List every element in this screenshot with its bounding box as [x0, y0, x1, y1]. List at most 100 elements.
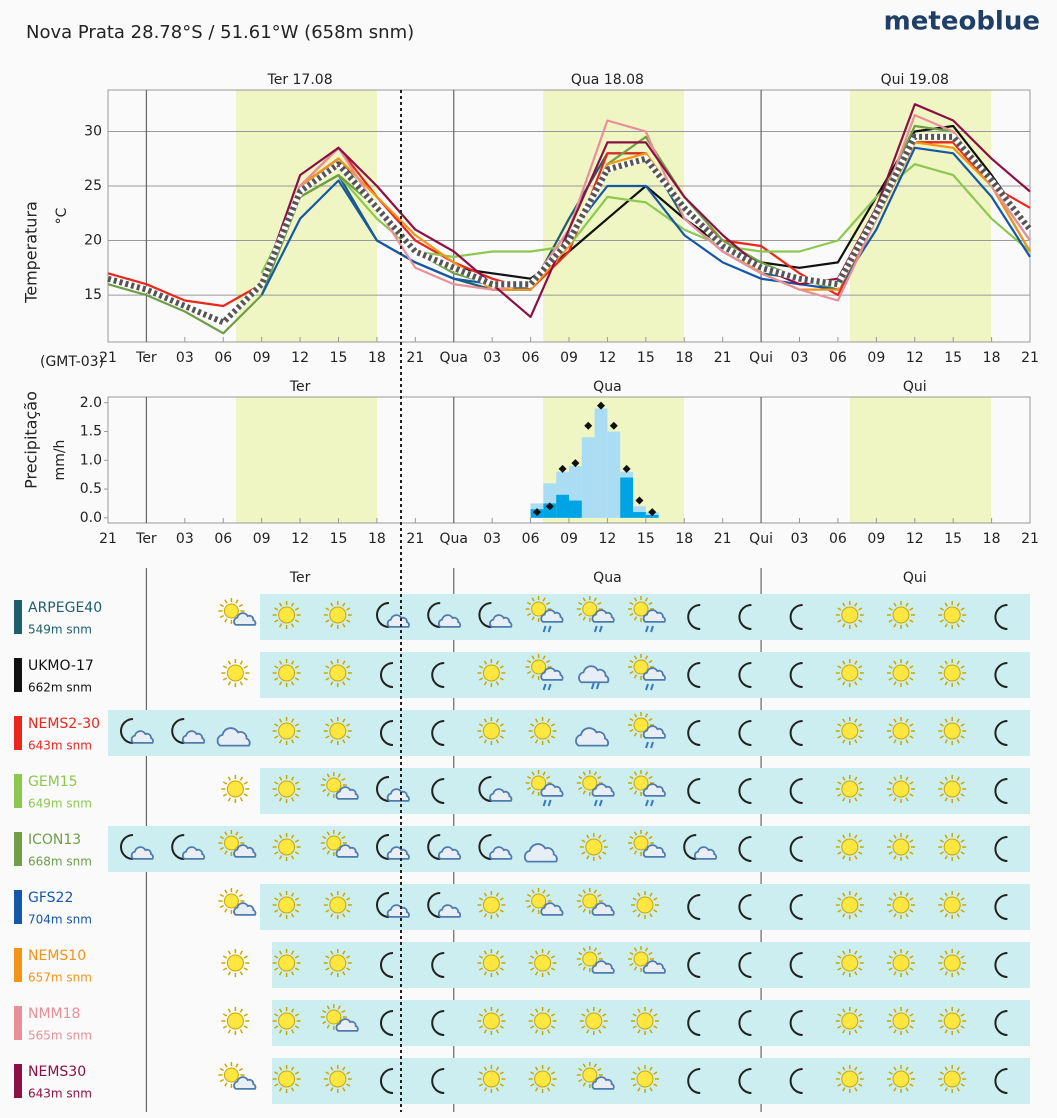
rain [593, 625, 603, 633]
sun [585, 1012, 603, 1030]
sun-rays [477, 949, 506, 977]
point [571, 459, 580, 468]
y-tick-label: 2.0 [80, 395, 102, 411]
sun [636, 896, 654, 914]
sun-rays [323, 659, 352, 687]
x-tick-label: 18 [368, 531, 386, 547]
cloud [591, 902, 615, 916]
x-tick-label: 18 [983, 531, 1001, 547]
cloud [642, 725, 666, 739]
x-tick-label: 21 [99, 531, 117, 547]
sun [482, 1012, 500, 1030]
sun-rays [631, 1007, 659, 1035]
cloud [437, 846, 462, 860]
x-tick-label: Qui [749, 350, 773, 366]
sun-rays [272, 833, 301, 861]
day-label: Ter [289, 379, 311, 395]
sun [329, 606, 347, 624]
sun [892, 954, 910, 972]
rain [590, 682, 600, 690]
sun-rays [323, 601, 352, 629]
model-name: NMM18 [28, 1006, 80, 1022]
model-swatch [14, 1064, 22, 1098]
y-tick-label: 0.5 [80, 481, 102, 497]
moon [738, 952, 752, 978]
x-tick-label: 12 [291, 350, 309, 366]
moon [380, 1068, 394, 1094]
moon [789, 604, 803, 630]
y-unit: mm/h [52, 440, 68, 481]
y-tick-label: 30 [84, 123, 102, 139]
x-tick-label: 21 [714, 350, 732, 366]
sun [841, 1070, 859, 1088]
x-tick-label: 21 [1021, 350, 1039, 366]
x-tick-label: 21 [406, 350, 424, 366]
sun [278, 1070, 296, 1088]
point [558, 464, 567, 473]
moon [738, 836, 752, 862]
sun [223, 1067, 239, 1083]
y-tick-label: 1.5 [80, 424, 102, 440]
model-elevation: 643m snm [28, 1087, 92, 1101]
sun [943, 954, 961, 972]
x-tick-label: 09 [867, 531, 885, 547]
sun-rays [835, 1065, 864, 1093]
sun-rays [938, 949, 967, 977]
sun [223, 835, 239, 851]
rain [542, 683, 552, 691]
sun-rays [938, 891, 967, 919]
cloud [233, 612, 257, 626]
rain [645, 741, 654, 749]
point [532, 508, 541, 517]
sun [633, 951, 649, 967]
cloud [642, 609, 666, 623]
sun-rays [477, 891, 506, 919]
moon [380, 662, 394, 688]
x-tick-label: 06 [522, 531, 540, 547]
moon [738, 778, 752, 804]
sun [223, 893, 239, 909]
moon [431, 778, 445, 804]
sun [534, 954, 552, 972]
sun-rays [477, 659, 506, 687]
moon [738, 604, 752, 630]
moon [789, 894, 803, 920]
cloud [540, 609, 564, 623]
sun-rays [272, 659, 301, 687]
cloud [489, 614, 513, 628]
day-label: Qua [593, 570, 621, 586]
moon [687, 604, 701, 630]
cloud [181, 730, 206, 744]
sun [482, 722, 500, 740]
day-label: Qui 19.08 [881, 72, 949, 88]
sun [531, 775, 547, 791]
sun-rays [323, 949, 352, 977]
bar [620, 477, 634, 518]
moon [789, 836, 803, 862]
sun [329, 896, 347, 914]
sun [534, 722, 552, 740]
sun [278, 722, 296, 740]
cloud [437, 904, 462, 918]
sun [633, 717, 649, 733]
point [635, 496, 644, 505]
sun [223, 603, 239, 619]
model-name: ICON13 [28, 832, 81, 848]
sun-rays [887, 833, 915, 861]
x-tick-label: 18 [675, 531, 693, 547]
cloud [181, 846, 206, 860]
cloud [540, 902, 564, 916]
sun-rays [579, 1007, 608, 1035]
model-name: GFS22 [28, 890, 73, 906]
sun [534, 1070, 552, 1088]
brand: meteoblue [884, 7, 1040, 37]
moon [431, 1010, 445, 1036]
sun-rays [221, 775, 250, 803]
sun [943, 1070, 961, 1088]
sun [633, 775, 649, 791]
point [609, 421, 618, 430]
sun [582, 775, 598, 791]
moon [994, 1010, 1008, 1036]
x-tick-label: 15 [637, 350, 655, 366]
cloud [386, 846, 410, 860]
